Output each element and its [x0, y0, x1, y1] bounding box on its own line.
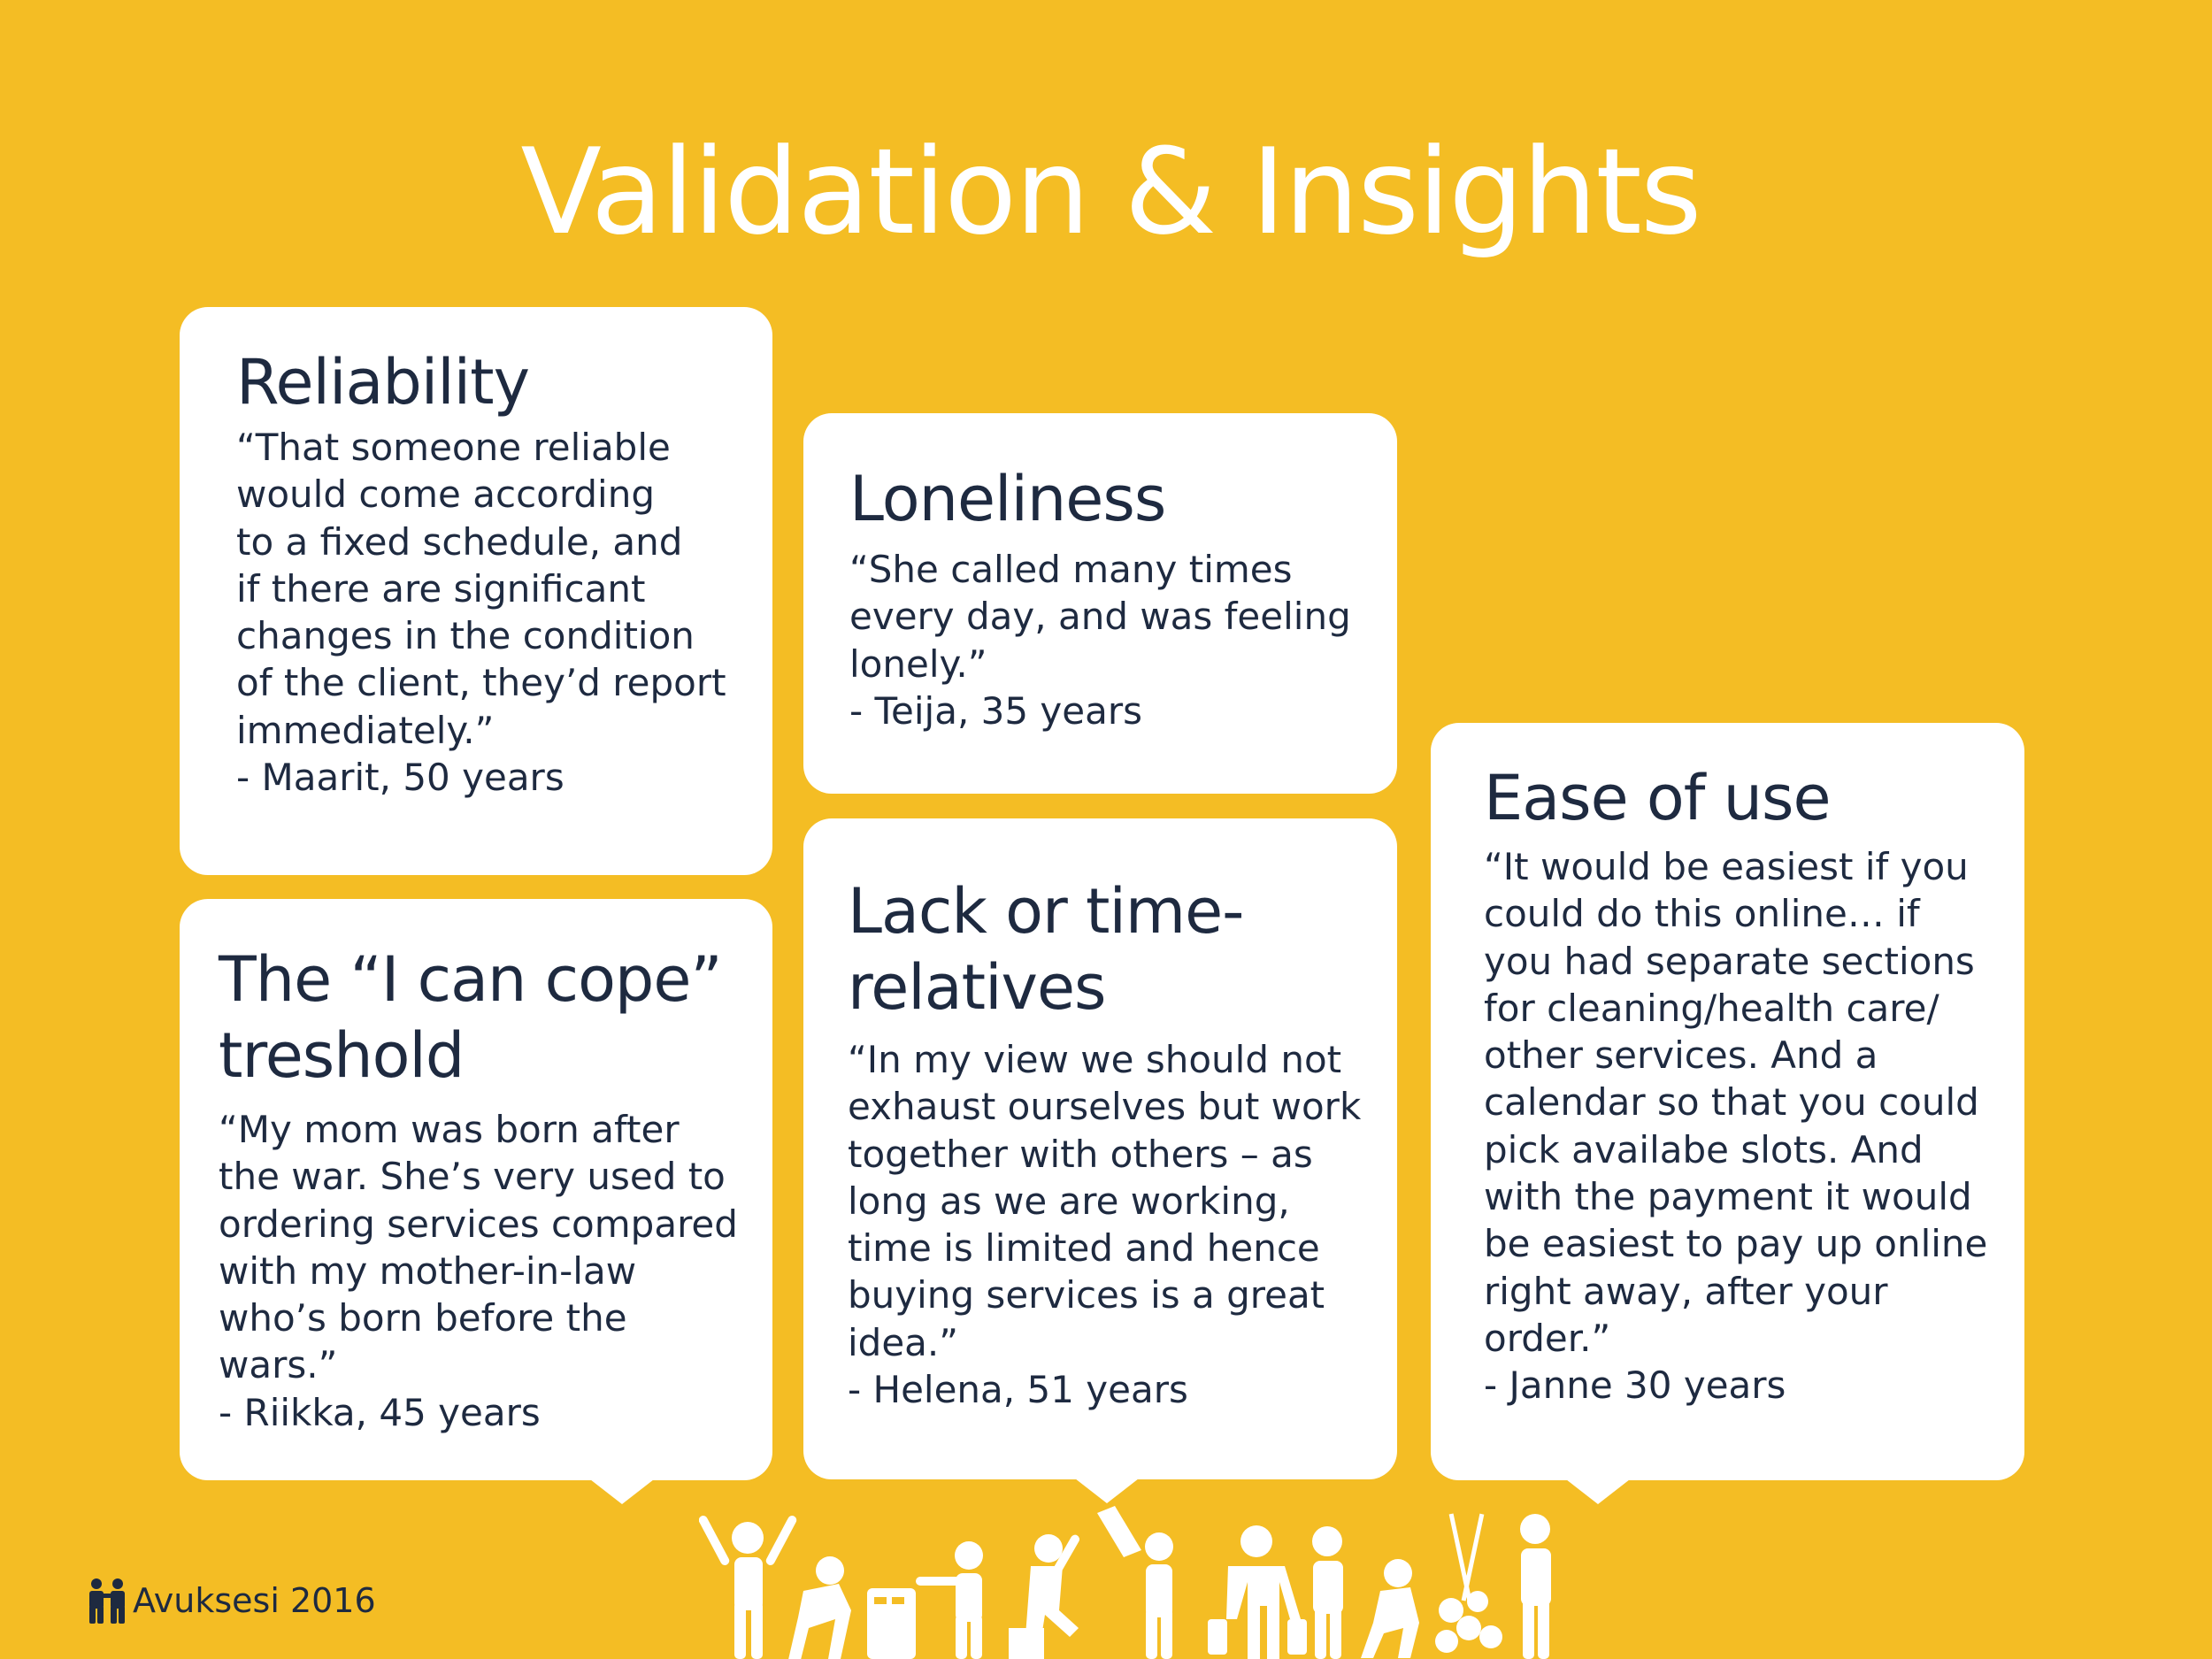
speech-bubble-tail	[1566, 1479, 1630, 1504]
card-author: - Helena, 51 years	[848, 1368, 1188, 1412]
footer-brand-text: Avuksesi 2016	[133, 1581, 376, 1620]
people-activities-illustration	[699, 1506, 1551, 1659]
card-quote: “In my view we should not exhaust oursel…	[848, 1038, 1362, 1364]
logo-people-icon	[89, 1578, 125, 1624]
insight-card-loneliness: Loneliness “She called many times every …	[803, 413, 1397, 794]
card-heading: Lack or time-relatives	[848, 875, 1244, 1024]
card-quote: “My mom was born after the war. She’s ve…	[219, 1108, 738, 1387]
speech-bubble-tail	[590, 1479, 654, 1504]
insight-card-lack-of-time: Lack or time-relatives “In my view we sh…	[803, 818, 1397, 1479]
card-heading: Ease of use	[1484, 762, 1832, 834]
insight-card-ease-of-use: Ease of use “It would be easiest if you …	[1431, 723, 2024, 1480]
card-quote: “It would be easiest if you could do thi…	[1484, 845, 1988, 1360]
card-author: - Janne 30 years	[1484, 1363, 1786, 1408]
insight-card-reliability: Reliability “That someone reliable would…	[180, 307, 772, 875]
footer-brand: Avuksesi 2016	[87, 1578, 376, 1624]
card-author: - Riikka, 45 years	[219, 1390, 541, 1434]
card-author: - Maarit, 50 years	[236, 756, 565, 800]
card-heading: Reliability	[236, 346, 530, 419]
page-title: Validation & Insights	[520, 123, 1701, 261]
card-quote: “That someone reliable would come accord…	[236, 426, 726, 752]
card-author: - Teija, 35 years	[849, 688, 1143, 733]
insight-card-cope-threshold: The “I can cope” treshold “My mom was bo…	[180, 899, 772, 1480]
speech-bubble-tail	[1075, 1479, 1139, 1503]
card-quote: “She called many times every day, and wa…	[849, 548, 1351, 686]
card-heading: The “I can cope” treshold	[219, 943, 723, 1092]
card-heading: Loneliness	[849, 463, 1166, 535]
